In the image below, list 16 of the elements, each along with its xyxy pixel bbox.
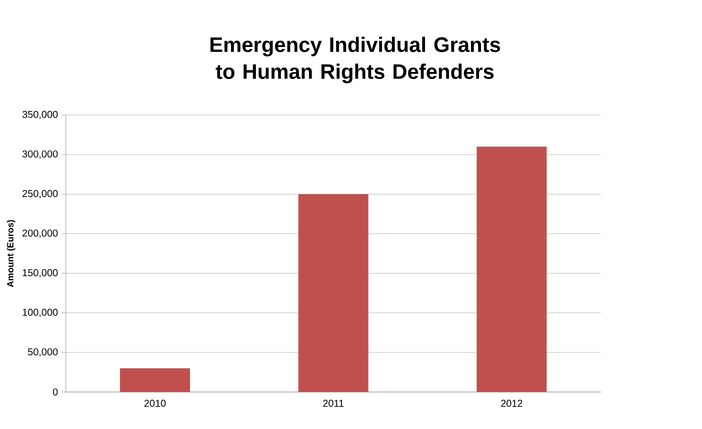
y-tick-label: 300,000 [22,150,58,159]
y-tick-label: 250,000 [22,190,58,198]
y-tick-label: 0 [52,388,58,396]
x-tick-label: 2011 [323,400,344,407]
bar [120,368,190,392]
bar [298,194,368,392]
y-tick-label: 350,000 [22,110,58,120]
y-tick-label: 150,000 [22,269,58,278]
y-tick-label: 100,000 [22,308,58,317]
bar [476,146,547,392]
y-tick-label: 200,000 [22,230,58,238]
chart-title: Emergency Individual Grants to Human Rights Defenders [210,36,500,84]
y-axis-title: Amount (Euros) [6,220,16,288]
x-tick-label: 2010 [144,400,166,407]
y-tick-label: 50,000 [28,348,58,357]
x-tick-label: 2012 [501,400,522,407]
